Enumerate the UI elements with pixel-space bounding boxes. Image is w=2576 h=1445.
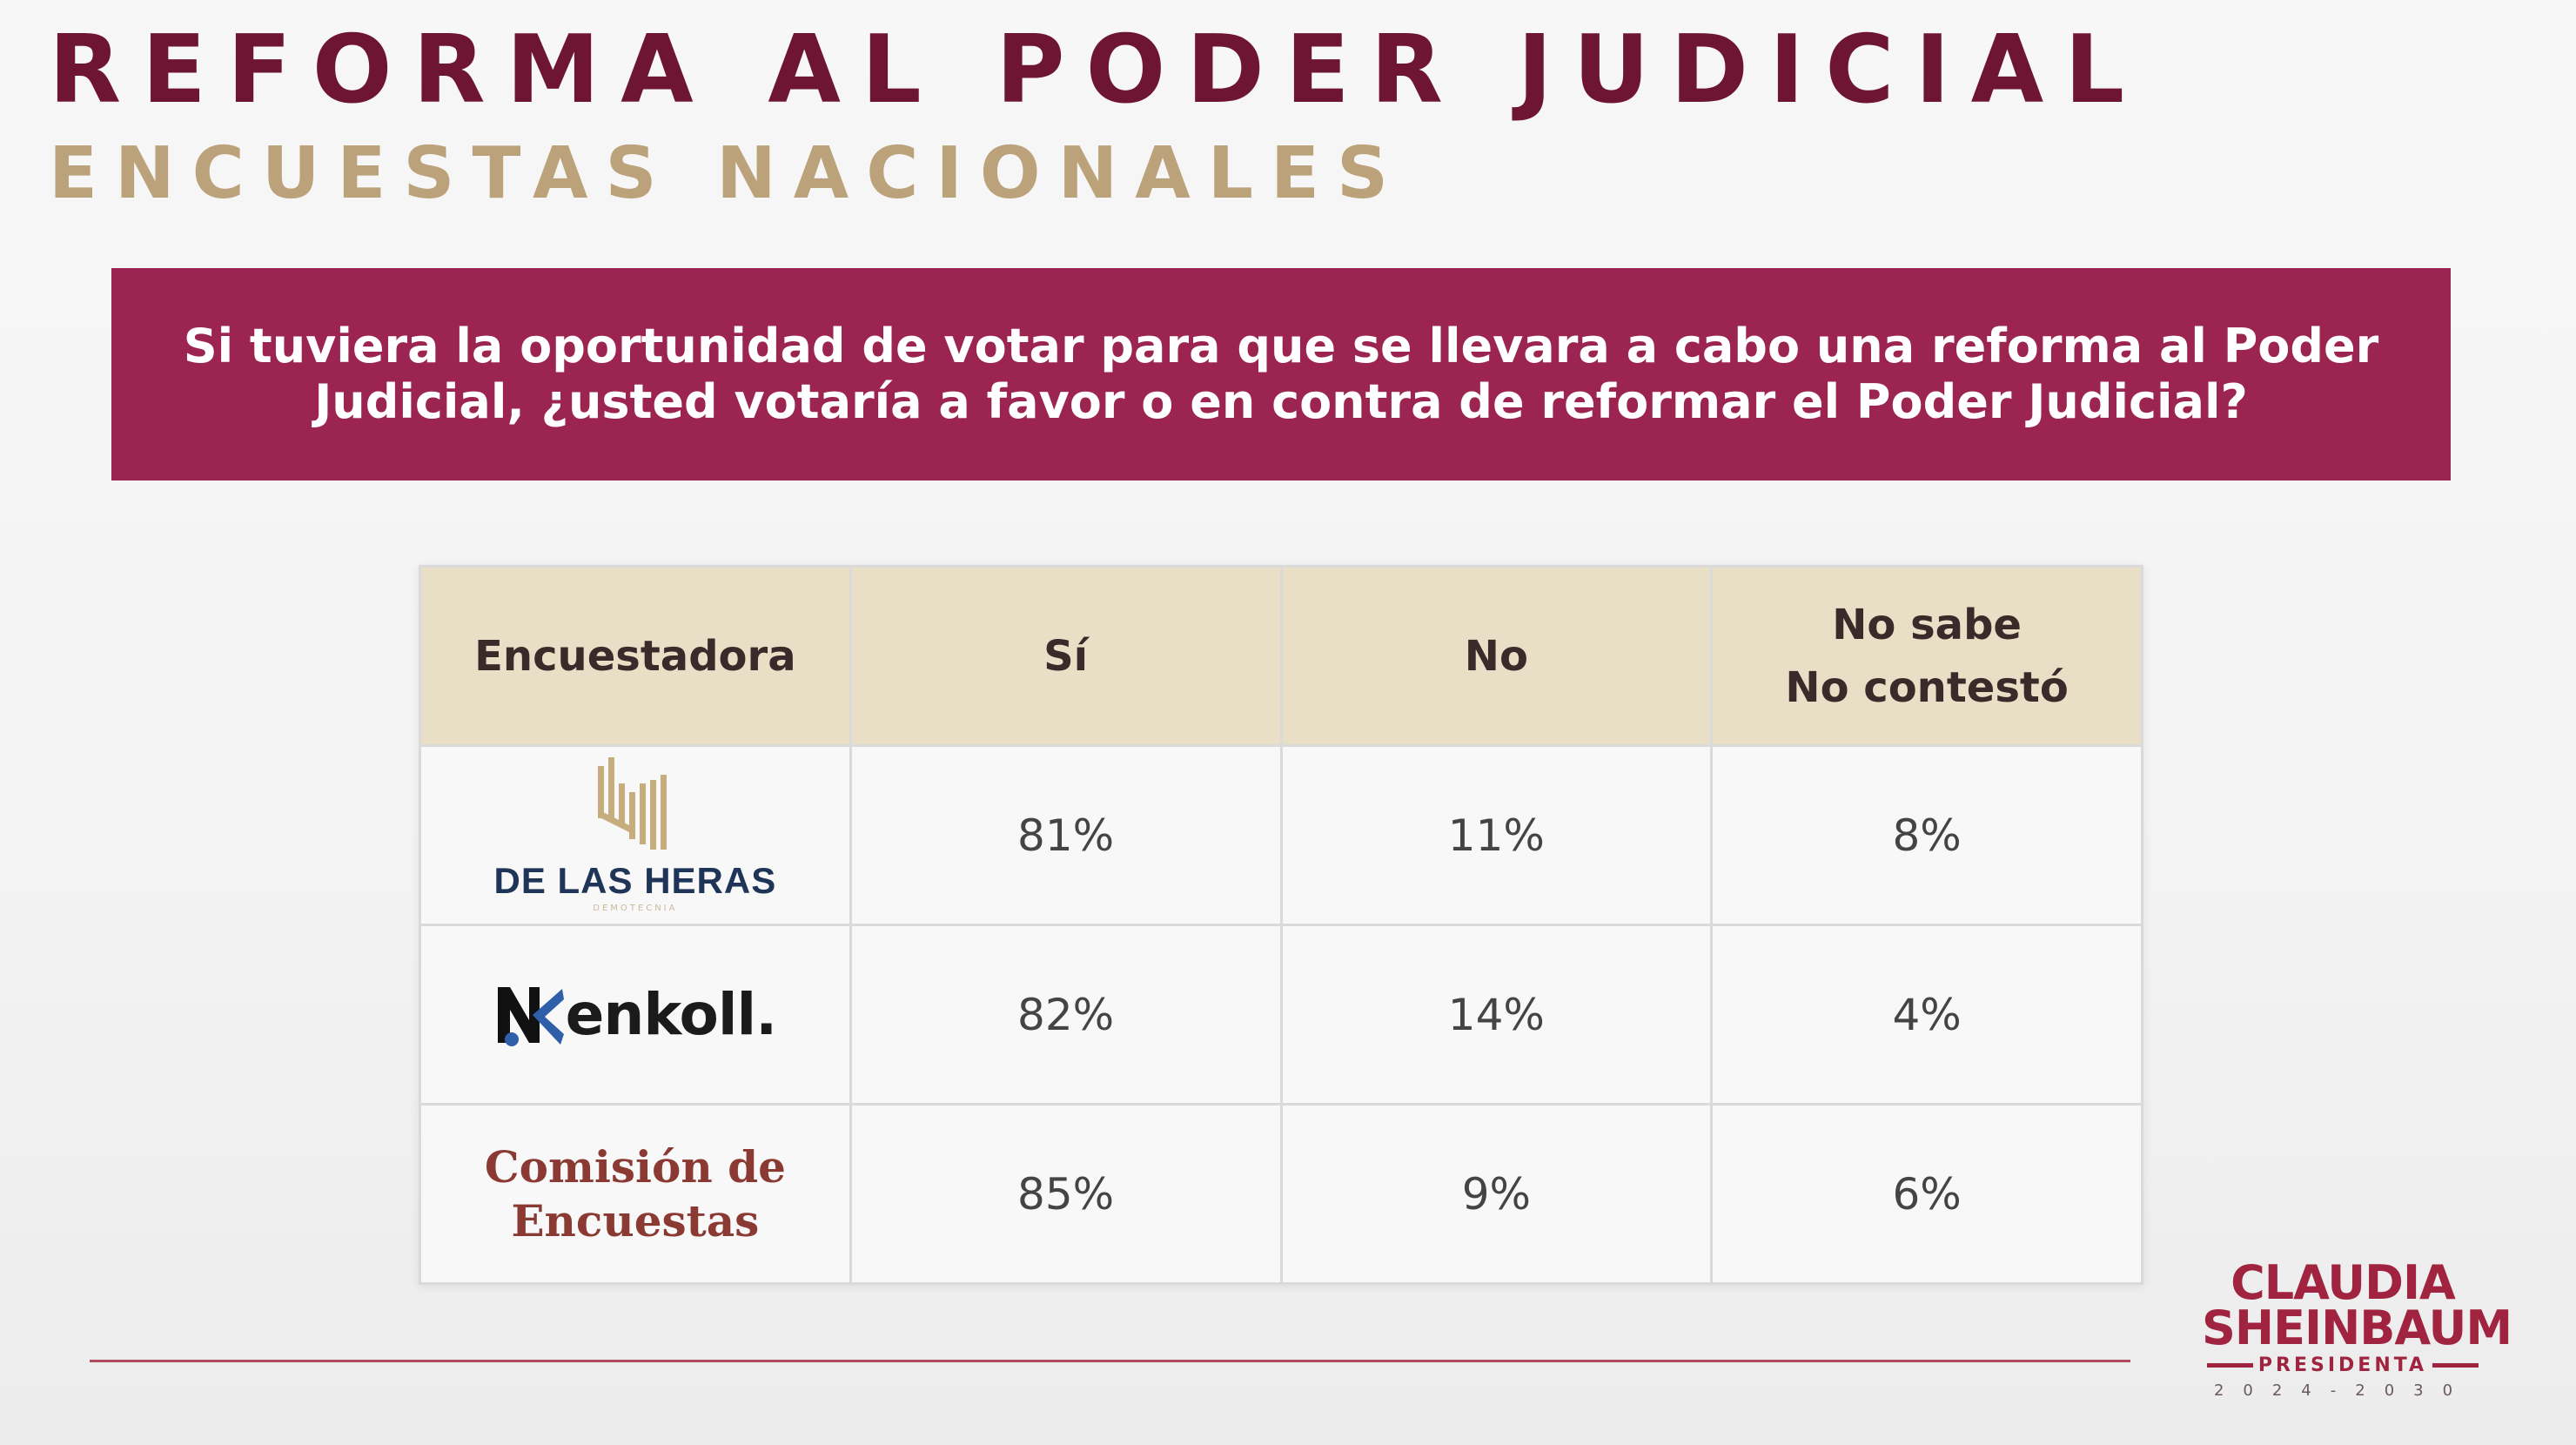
table-row: Comisión de Encuestas 85% 9% 6% [419, 1103, 2143, 1285]
dont-know-value: 8% [1710, 744, 2143, 926]
de-las-heras-logo: DE LAS HERAS DEMOTECNIA [421, 757, 849, 913]
brand-line1: CLAUDIA [2231, 1255, 2456, 1310]
enkoll-name: enkoll. [565, 981, 778, 1048]
pollster-cell: Comisión de Encuestas [419, 1103, 852, 1285]
no-value: 9% [1279, 1103, 1714, 1285]
header-yes: Sí [849, 565, 1283, 747]
question-banner: Si tuviera la oportunidad de votar para … [111, 268, 2451, 481]
pollster-cell: DE LAS HERAS DEMOTECNIA [419, 744, 852, 926]
brand-line3: PRESIDENTA [2257, 1354, 2428, 1376]
footer-divider [90, 1360, 2130, 1362]
comision-line1: Comisión de [484, 1140, 786, 1193]
poll-table: Encuestadora Sí No No sabe No contestó [419, 565, 2143, 1285]
dont-know-value: 6% [1710, 1103, 2143, 1285]
header-dont-know-line2: No contestó [1785, 662, 2069, 712]
yes-value: 82% [849, 924, 1283, 1106]
brand-rule-right [2432, 1363, 2479, 1368]
header-pollster: Encuestadora [419, 565, 852, 747]
page-subtitle: ENCUESTAS NACIONALES [49, 132, 1406, 215]
table-row: enkoll. 82% 14% 4% [419, 924, 2143, 1106]
enkoll-mark-icon [497, 986, 564, 1046]
brand-rule-left [2207, 1363, 2253, 1368]
yes-value: 85% [849, 1103, 1283, 1285]
brand-line3-wrap: PRESIDENTA [2202, 1354, 2484, 1376]
enkoll-logo: enkoll. [421, 980, 849, 1050]
de-las-heras-name: DE LAS HERAS [493, 860, 777, 901]
comision-encuestas-logo: Comisión de Encuestas [421, 1140, 849, 1248]
header-dont-know-line1: No sabe [1832, 600, 2022, 649]
no-value: 11% [1279, 744, 1714, 926]
brand-logo: CLAUDIA SHEINBAUM PRESIDENTA 2024-2030 [2202, 1255, 2512, 1401]
header-no: No [1279, 565, 1714, 747]
comision-line2: Encuestas [511, 1194, 760, 1247]
question-text: Si tuviera la oportunidad de votar para … [183, 319, 2379, 429]
brand-line4: 2024-2030 [2213, 1381, 2472, 1400]
brand-line2: SHEINBAUM [2202, 1300, 2512, 1355]
table-header-row: Encuestadora Sí No No sabe No contestó [419, 565, 2143, 747]
no-value: 14% [1279, 924, 1714, 1106]
page-title: REFORMA AL PODER JUDICIAL [49, 16, 2146, 124]
yes-value: 81% [849, 744, 1283, 926]
pollster-cell: enkoll. [419, 924, 852, 1106]
columns-logo-icon [597, 757, 667, 850]
dont-know-value: 4% [1710, 924, 2143, 1106]
de-las-heras-tagline: DEMOTECNIA [593, 904, 678, 913]
header-dont-know: No sabe No contestó [1710, 565, 2143, 747]
table-row: DE LAS HERAS DEMOTECNIA 81% 11% 8% [419, 744, 2143, 926]
